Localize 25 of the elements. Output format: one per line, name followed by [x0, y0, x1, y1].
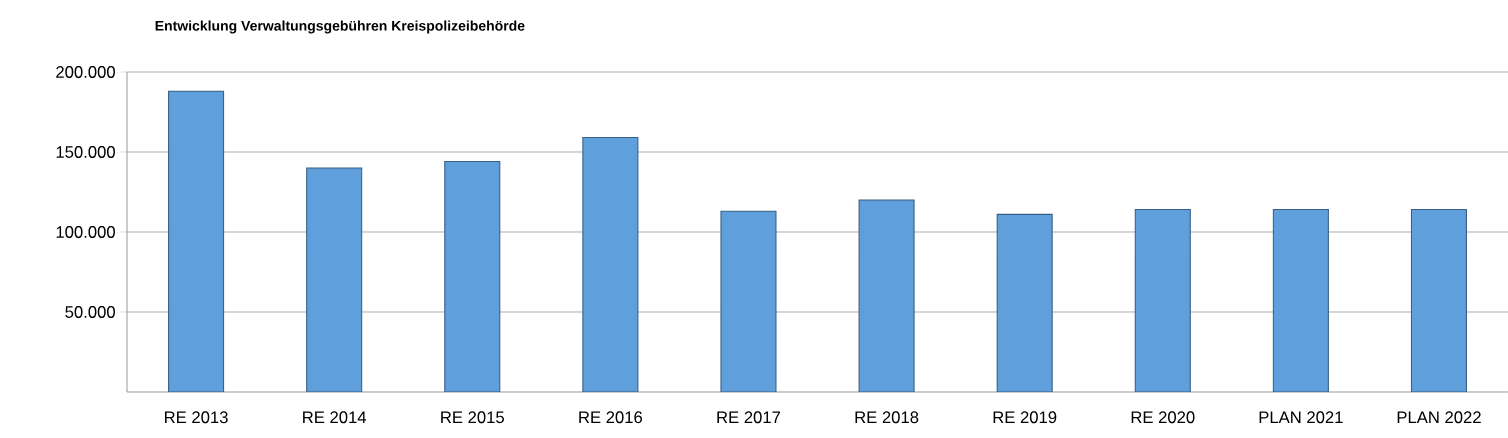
bar [1272, 209, 1329, 392]
x-tick-label: RE 2014 [303, 411, 367, 424]
x-tick-label: RE 2015 [441, 411, 504, 424]
x-tick-label: RE 2019 [993, 411, 1057, 424]
bar [306, 167, 363, 392]
x-tick-label: RE 2018 [855, 411, 919, 424]
x-tick-label: PLAN 2021 [1259, 411, 1343, 424]
bar [444, 161, 501, 392]
bar [996, 213, 1053, 392]
x-tick-label: RE 2013 [165, 411, 228, 424]
bar [1410, 209, 1468, 392]
x-tick-label: PLAN 2022 [1397, 411, 1481, 424]
chart-title: Entwicklung Verwaltungsgebühren Kreispolizeibehörde [155, 20, 525, 34]
y-tick-label: 100.000 [56, 226, 115, 238]
y-tick-label: 200.000 [56, 66, 115, 78]
y-tick-label: 150.000 [56, 146, 115, 158]
x-tick-label: RE 2020 [1131, 411, 1195, 424]
bar [582, 137, 639, 392]
bar [1134, 209, 1191, 392]
bar [720, 210, 777, 392]
bar [168, 90, 225, 392]
bar [858, 199, 915, 392]
x-tick-label: RE 2016 [579, 411, 643, 424]
y-tick-label: 50.000 [65, 306, 115, 318]
x-tick-label: RE 2017 [717, 411, 781, 424]
